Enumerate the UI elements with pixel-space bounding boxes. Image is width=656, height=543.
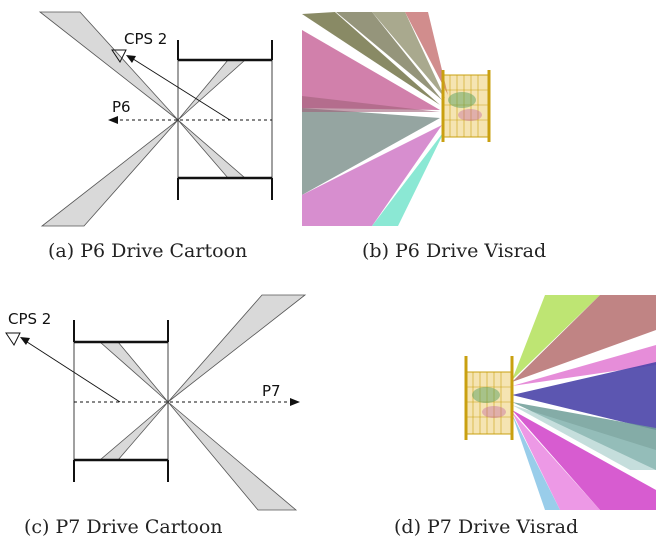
panel-c-cps-label: CPS 2 xyxy=(8,310,51,328)
panel-a-cone-upper-left xyxy=(38,11,179,121)
panel-c-beam-arrowhead xyxy=(290,398,300,406)
panel-c-cps-sightline xyxy=(23,339,121,403)
panel-a-cone-lower-left xyxy=(40,119,179,227)
panel-c-beam-label: P7 xyxy=(262,382,281,400)
panel-a-beam-arrowhead xyxy=(108,116,118,124)
panel-c-eye-icon xyxy=(5,332,21,346)
caption-c: (c) P7 Drive Cartoon xyxy=(24,516,223,538)
caption-d: (d) P7 Drive Visrad xyxy=(394,516,579,538)
panel-c-cone-lower-right xyxy=(167,401,298,511)
panel-a-cps-label: CPS 2 xyxy=(124,30,167,48)
panel-a-eye-icon xyxy=(111,49,127,63)
panel-d-target xyxy=(465,371,513,435)
panel-a-cps-sightline xyxy=(129,56,231,121)
panel-a-beam-label: P6 xyxy=(112,98,131,116)
caption-a: (a) P6 Drive Cartoon xyxy=(48,240,248,262)
caption-b: (b) P6 Drive Visrad xyxy=(362,240,547,262)
panel-c-cone-upper-right xyxy=(167,294,307,403)
